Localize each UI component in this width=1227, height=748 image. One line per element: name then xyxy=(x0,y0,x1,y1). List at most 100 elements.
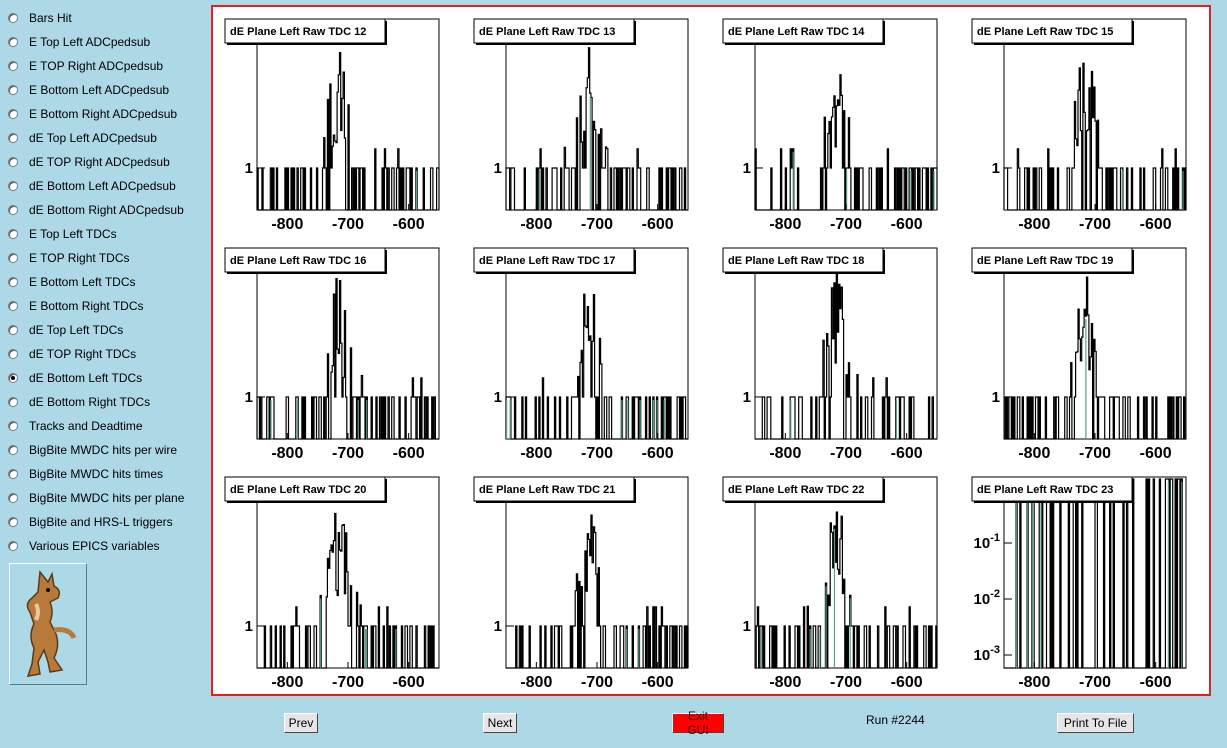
histogram-option[interactable]: E Bottom Left ADCpedsub xyxy=(8,80,169,100)
title-box xyxy=(971,18,1133,44)
histogram-option-label: E Top Left ADCpedsub xyxy=(29,35,151,49)
radio-checked-icon[interactable] xyxy=(8,373,18,383)
radio-unchecked-icon[interactable] xyxy=(8,37,18,47)
radio-unchecked-icon[interactable] xyxy=(8,469,18,479)
radio-unchecked-icon[interactable] xyxy=(8,445,18,455)
histogram-panel: -800 -700 -600 1 dE Plane Left Raw TDC 18 xyxy=(722,247,938,462)
x-tick-label: -600 xyxy=(1140,674,1172,691)
radio-unchecked-icon[interactable] xyxy=(8,85,18,95)
histogram-teal-bars xyxy=(538,96,591,210)
histogram-option-label: E Bottom Right ADCpedsub xyxy=(29,107,178,121)
histogram-option[interactable]: Bars Hit xyxy=(8,8,72,28)
x-tick-label: -800 xyxy=(271,674,303,691)
histogram-option-label: Various EPICS variables xyxy=(29,539,160,553)
radio-unchecked-icon[interactable] xyxy=(8,301,18,311)
x-tick-label: -700 xyxy=(332,445,364,462)
histogram-panel: -800-700-600110dE Plane Left Raw TDC 13 xyxy=(473,17,689,233)
histogram-option[interactable]: dE Bottom Left ADCpedsub xyxy=(8,176,176,196)
histogram-option[interactable]: dE TOP Right ADCpedsub xyxy=(8,152,170,172)
radio-unchecked-icon[interactable] xyxy=(8,13,18,23)
histogram-option[interactable]: E Bottom Left TDCs xyxy=(8,272,135,292)
histogram-option[interactable]: BigBite MWDC hits per wire xyxy=(8,440,177,460)
next-button[interactable]: Next xyxy=(483,713,517,733)
histogram-option[interactable]: E Top Left ADCpedsub xyxy=(8,32,150,52)
y-tick-label: 10-1 xyxy=(974,532,1000,552)
y-tick-exponent: -1 xyxy=(990,532,1000,544)
plot-frame xyxy=(256,247,440,440)
histogram-panel: -800 -700 -600 1 dE Plane Left Raw TDC 12 xyxy=(224,18,440,233)
histogram-option[interactable]: E TOP Right TDCs xyxy=(8,248,129,268)
x-tick-label: -800 xyxy=(520,445,552,462)
radio-unchecked-icon[interactable] xyxy=(8,157,18,167)
y-tick-label: 1 xyxy=(743,618,751,635)
radio-unchecked-icon[interactable] xyxy=(8,109,18,119)
histogram-panel: -800 -700 -600 1 dE Plane Left Raw TDC 16 xyxy=(224,247,440,462)
radio-unchecked-icon[interactable] xyxy=(8,61,18,71)
histogram-option[interactable]: dE Top Left ADCpedsub xyxy=(8,128,157,148)
histogram-option-label: BigBite MWDC hits per wire xyxy=(29,443,178,457)
radio-unchecked-icon[interactable] xyxy=(8,205,18,215)
histogram-option[interactable]: E Top Left TDCs xyxy=(8,224,117,244)
x-tick-label: -800 xyxy=(769,674,801,691)
radio-unchecked-icon[interactable] xyxy=(8,349,18,359)
x-tick-label: -700 xyxy=(1079,674,1111,691)
title-box xyxy=(473,18,635,44)
histogram-title: dE Plane Left Raw TDC 21 xyxy=(479,484,615,496)
histogram-option[interactable]: E Bottom Right ADCpedsub xyxy=(8,104,177,124)
y-tick-exponent: -3 xyxy=(990,644,1000,656)
histogram-option[interactable]: dE Bottom Right TDCs xyxy=(8,392,150,412)
radio-unchecked-icon[interactable] xyxy=(8,421,18,431)
prev-button[interactable]: Prev xyxy=(284,713,318,733)
histogram-title: dE Plane Left Raw TDC 15 xyxy=(977,26,1113,38)
x-tick-label: -600 xyxy=(891,445,923,462)
radio-unchecked-icon[interactable] xyxy=(8,229,18,239)
histogram-option[interactable]: BigBite and HRS-L triggers xyxy=(8,512,173,532)
x-tick-label: -600 xyxy=(1140,216,1172,233)
histogram-option[interactable]: dE Top Left TDCs xyxy=(8,320,123,340)
histogram-option[interactable]: BigBite MWDC hits times xyxy=(8,464,163,484)
x-tick-label: -800 xyxy=(1018,216,1050,233)
histogram-panel: -800 -700 -600 1 dE Plane Left Raw TDC 19 xyxy=(971,247,1187,462)
histogram-option-label: E Top Left TDCs xyxy=(29,227,117,241)
radio-unchecked-icon[interactable] xyxy=(8,517,18,527)
exit-gui-button[interactable]: Exit GUI xyxy=(672,709,724,737)
histogram-option-label: Bars Hit xyxy=(29,11,72,25)
histogram-option[interactable]: E TOP Right ADCpedsub xyxy=(8,56,163,76)
title-box xyxy=(722,476,884,502)
histogram-title: dE Plane Left Raw TDC 12 xyxy=(230,26,366,38)
radio-unchecked-icon[interactable] xyxy=(8,181,18,191)
histogram-option[interactable]: dE Bottom Right ADCpedsub xyxy=(8,200,184,220)
cartoon-coyote-icon xyxy=(26,570,77,677)
histogram-option-label: dE Top Left TDCs xyxy=(29,323,124,337)
x-tick-label: -800 xyxy=(1018,445,1050,462)
y-tick-label: 1 xyxy=(743,389,751,406)
radio-unchecked-icon[interactable] xyxy=(8,325,18,335)
radio-unchecked-icon[interactable] xyxy=(8,133,18,143)
histogram-bars xyxy=(1003,62,1187,211)
histogram-option[interactable]: dE TOP Right TDCs xyxy=(8,344,136,364)
x-tick-label: -700 xyxy=(332,674,364,691)
histogram-option-label: dE Bottom Left TDCs xyxy=(29,371,143,385)
radio-unchecked-icon[interactable] xyxy=(8,397,18,407)
histogram-panel: -800 -700 -600 1 dE Plane Left Raw TDC 20 xyxy=(224,476,440,691)
x-tick-label: -600 xyxy=(1140,445,1172,462)
radio-unchecked-icon[interactable] xyxy=(8,493,18,503)
histogram-option[interactable]: BigBite MWDC hits per plane xyxy=(8,488,184,508)
x-tick-label: -700 xyxy=(332,216,364,233)
radio-unchecked-icon[interactable] xyxy=(8,541,18,551)
histogram-bars xyxy=(256,52,440,211)
histogram-teal-bars xyxy=(270,400,368,439)
histogram-option-label: dE Bottom Right TDCs xyxy=(29,395,151,409)
histogram-option[interactable]: Tracks and Deadtime xyxy=(8,416,143,436)
x-tick-label: -700 xyxy=(581,674,613,691)
print-to-file-button[interactable]: Print To File xyxy=(1057,713,1134,733)
histogram-option[interactable]: dE Bottom Left TDCs xyxy=(8,368,142,388)
y-tick-label: 10-3 xyxy=(974,644,1000,664)
x-tick-label: -800 xyxy=(769,445,801,462)
radio-unchecked-icon[interactable] xyxy=(8,277,18,287)
histogram-option[interactable]: E Bottom Right TDCs xyxy=(8,296,143,316)
histogram-option[interactable]: Various EPICS variables xyxy=(8,536,160,556)
histogram-title: dE Plane Left Raw TDC 16 xyxy=(230,255,366,267)
radio-unchecked-icon[interactable] xyxy=(8,253,18,263)
histogram-title: dE Plane Left Raw TDC 22 xyxy=(728,484,864,496)
